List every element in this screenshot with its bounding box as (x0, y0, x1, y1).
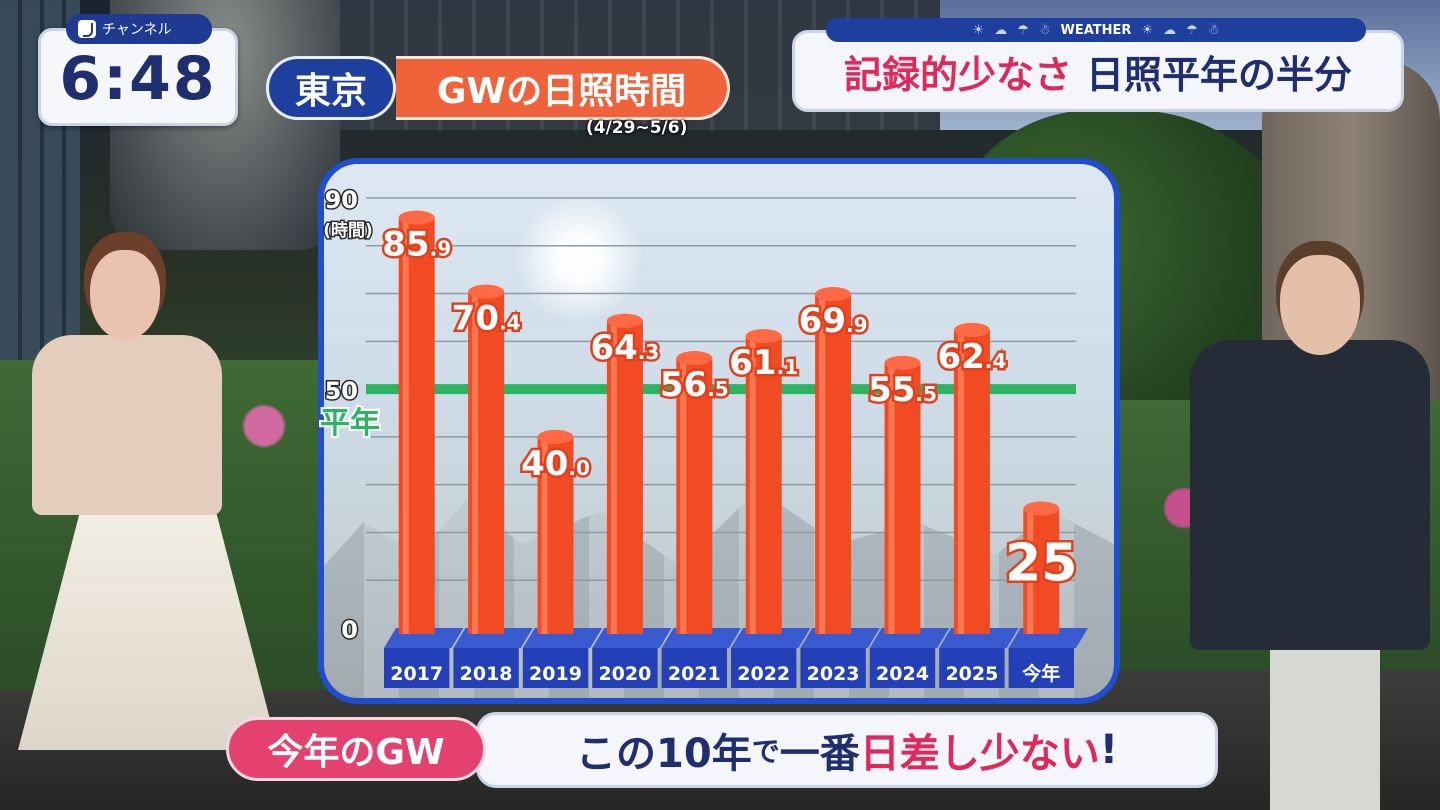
category-label: 2023 (807, 663, 860, 685)
clock-box (38, 28, 238, 126)
bar-cap (398, 210, 435, 225)
bar-highlight (957, 329, 964, 634)
bar-highlight (888, 362, 895, 634)
bar-highlight (402, 217, 409, 635)
data-label: 40.0 (521, 444, 590, 484)
period-label: (4/29~5/6) (586, 118, 688, 138)
y-tick-label: 50 (325, 377, 358, 405)
base-block (661, 648, 727, 688)
data-label: 69.9 (799, 301, 868, 341)
category-label: 2019 (529, 663, 582, 685)
snowman-icon: ☃ (1207, 22, 1220, 38)
presenter-left-coat (32, 335, 222, 515)
channel-logo-icon (78, 20, 96, 38)
subject-pill: GWの日照時間 (396, 56, 730, 120)
reference-line-label: 平年 (320, 406, 380, 441)
headline-red: 記録的少なさ (843, 52, 1072, 97)
bar-cap (815, 287, 852, 302)
sun-icon: ☀ (1141, 22, 1154, 38)
data-label: 56.5 (660, 365, 729, 405)
presenter-left-head (90, 250, 160, 340)
data-label: 61.1 (729, 343, 798, 383)
cloud-icon: ☁ (994, 22, 1008, 38)
caption-part3: 一番 (779, 731, 860, 777)
bar-highlight (610, 320, 617, 634)
bar-cap (606, 313, 643, 328)
presenter-right-head (1280, 255, 1360, 355)
bar-cap (953, 322, 990, 337)
category-label: 2022 (737, 663, 790, 685)
category-label: 2021 (668, 663, 721, 685)
category-label: 2018 (460, 663, 513, 685)
headline-navy: 日照平年の半分 (1086, 52, 1353, 97)
data-label: 55.5 (868, 370, 937, 410)
caption-part5: ! (1099, 727, 1118, 773)
region-pill: 東京 (266, 56, 396, 120)
caption-part4: 日差し少ない (859, 731, 1100, 777)
weather-strip-label: WEATHER (1060, 22, 1132, 38)
caption-part1: この10年 (576, 731, 752, 777)
sun-icon: ☀ (972, 22, 985, 38)
bar-highlight (472, 291, 479, 634)
channel-tab: チャンネル (66, 14, 212, 44)
bar-highlight (541, 436, 548, 634)
bar-cap (1023, 501, 1060, 516)
data-label: 25 (1005, 534, 1077, 594)
base-block (453, 648, 519, 688)
snowman-icon: ☃ (1038, 22, 1051, 38)
umbrella-icon: ☂ (1017, 22, 1029, 38)
base-block (939, 648, 1005, 688)
data-label: 62.4 (937, 337, 1006, 377)
data-label: 85.9 (382, 225, 451, 265)
bar-highlight (680, 358, 687, 634)
caption-part2: で (751, 735, 780, 768)
presenter-right-body (1190, 340, 1430, 650)
base-block (522, 648, 589, 688)
category-label: 2024 (876, 663, 929, 685)
bar-highlight (749, 336, 756, 634)
reference-line (366, 384, 1076, 395)
category-label: 今年 (1021, 662, 1060, 685)
bar-cap (745, 329, 782, 344)
sun-graphic (514, 194, 644, 324)
data-label: 64.3 (590, 328, 659, 368)
data-label: 70.4 (452, 299, 521, 339)
caption-box: この10年 で 一番 日差し少ない ! (476, 712, 1218, 788)
base-block (869, 648, 936, 688)
base-block (731, 648, 797, 688)
category-label: 2020 (598, 663, 651, 685)
y-tick-label: 0 (341, 616, 358, 644)
base-block (800, 648, 866, 688)
base-block (1008, 648, 1074, 688)
weather-strip: ☀ ☁ ☂ ☃ WEATHER ☀ ☁ ☂ ☃ (826, 18, 1366, 42)
base-block (384, 648, 450, 688)
category-label: 2025 (945, 663, 998, 685)
y-tick-label: 90 (325, 186, 358, 214)
umbrella-icon: ☂ (1186, 22, 1198, 38)
bar-cap (676, 351, 713, 366)
clock-time: 6:48 (59, 44, 217, 114)
bar-cap (537, 429, 574, 444)
category-label: 2017 (390, 663, 443, 685)
bar-cap (884, 355, 921, 370)
presenter-right-pants (1270, 640, 1380, 810)
bar-cap (468, 284, 505, 299)
bar-highlight (1027, 508, 1034, 634)
headline-box: 記録的少なさ 日照平年の半分 (792, 30, 1404, 112)
bar-highlight (819, 294, 826, 634)
y-axis-label: (時間) (323, 220, 373, 241)
caption-tag: 今年のGW (226, 717, 486, 781)
base-block (592, 648, 658, 688)
channel-label: チャンネル (102, 22, 172, 38)
cloud-icon: ☁ (1163, 22, 1177, 38)
